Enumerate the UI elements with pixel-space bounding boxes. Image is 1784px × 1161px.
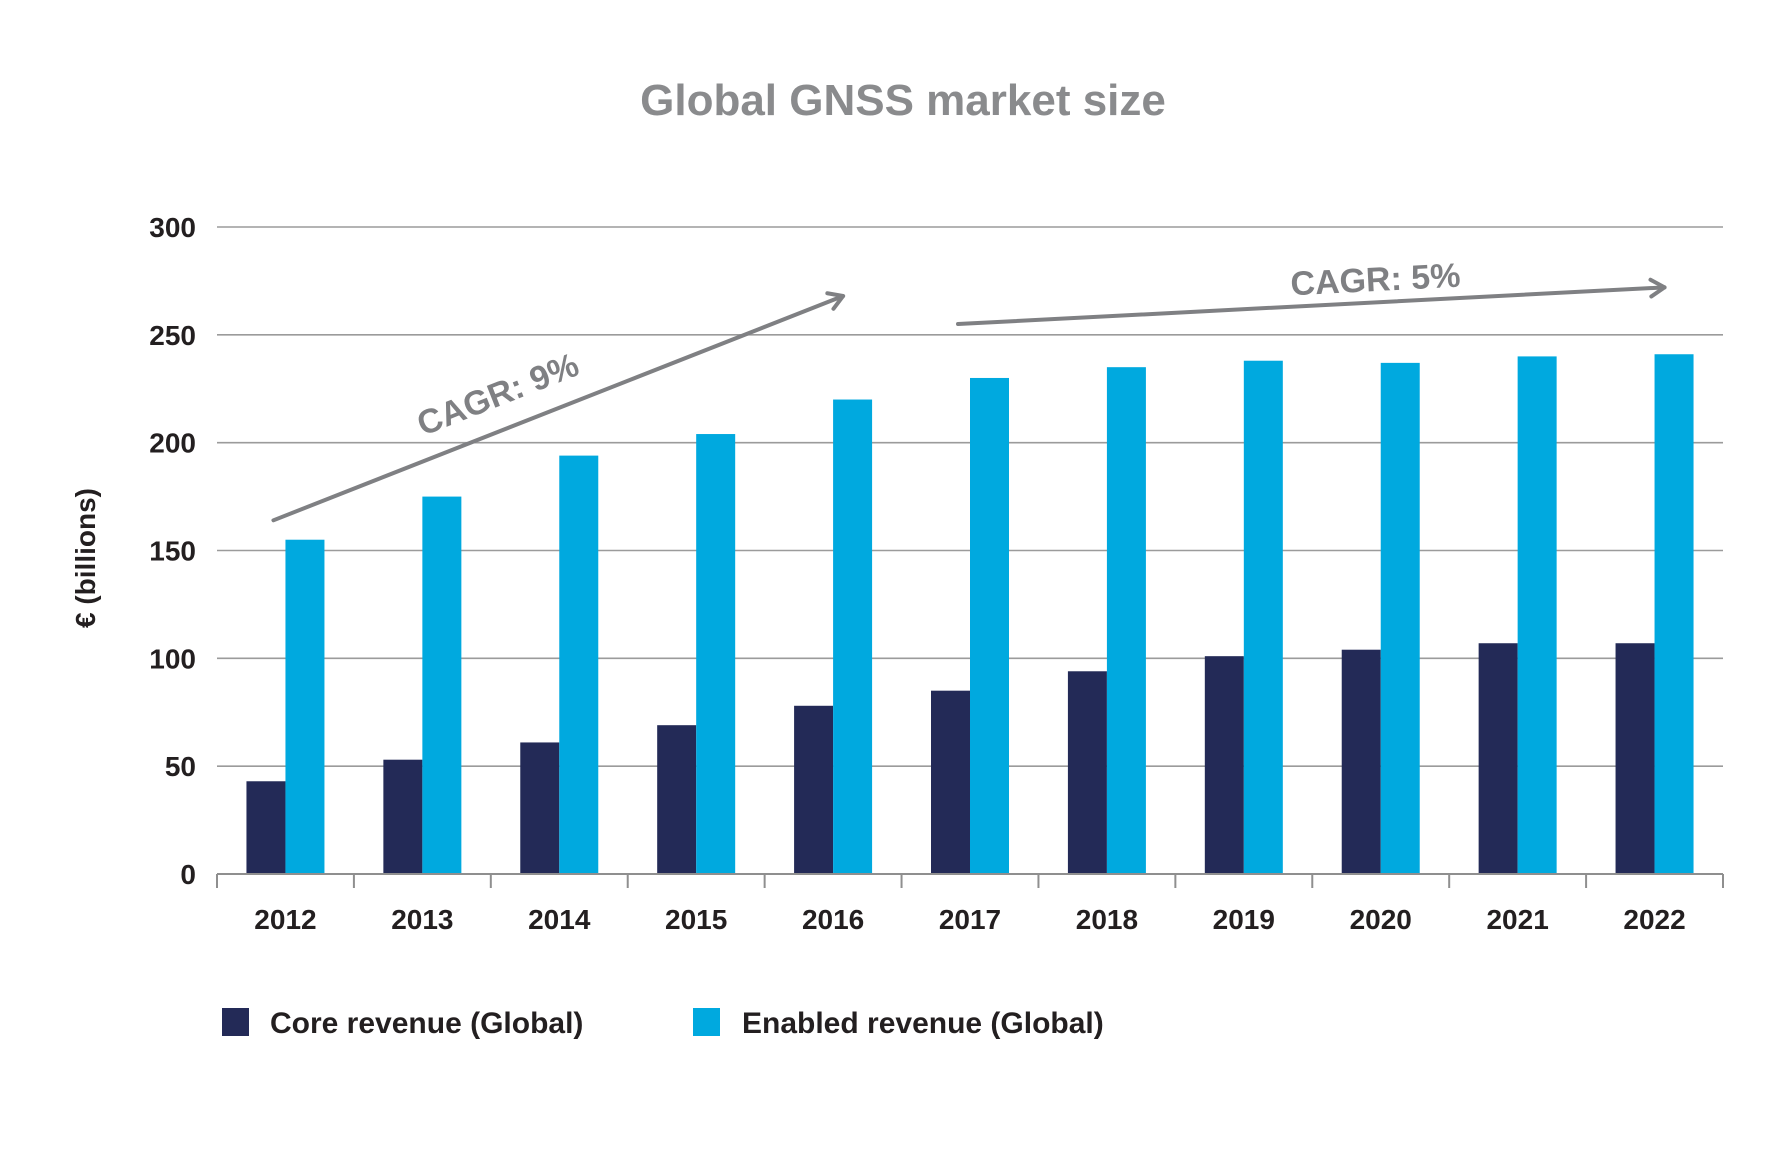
- bar-group: [520, 455, 599, 874]
- legend-label-enabled-revenue: Enabled revenue (Global): [742, 1007, 1104, 1040]
- bar-enabled-revenue: [1517, 356, 1557, 874]
- y-tick-label: 200: [149, 428, 196, 459]
- x-tick-label: 2021: [1486, 904, 1548, 935]
- x-tick-label: 2018: [1076, 904, 1138, 935]
- legend-swatch-enabled-revenue: [693, 1008, 720, 1036]
- bar-enabled-revenue: [696, 434, 736, 874]
- cagr-5-annotation: CAGR: 5%: [956, 257, 1667, 327]
- cagr-label: CAGR: 5%: [1290, 257, 1462, 304]
- cagr-arrow-line: [956, 285, 1667, 327]
- x-tick-label: 2015: [665, 904, 727, 935]
- y-tick-label: 0: [180, 859, 196, 890]
- bar-core-revenue: [246, 781, 286, 874]
- bar-enabled-revenue: [1654, 354, 1694, 874]
- bar-core-revenue: [1067, 671, 1107, 874]
- bar-group: [1341, 362, 1420, 874]
- y-tick-label: 50: [165, 751, 196, 782]
- legend-label-core-revenue: Core revenue (Global): [270, 1007, 583, 1040]
- bar-group: [1478, 356, 1557, 874]
- bar-group: [1615, 354, 1694, 874]
- bar-enabled-revenue: [559, 455, 599, 874]
- x-tick-label: 2013: [391, 904, 453, 935]
- bar-core-revenue: [383, 759, 423, 874]
- y-axis-ticks: 0 50 100 150 200 250 300: [149, 212, 196, 890]
- legend-swatch-core-revenue: [222, 1008, 249, 1036]
- bar-group: [1204, 360, 1283, 874]
- cagr-arrow-head: [1648, 277, 1667, 299]
- bar-group: [657, 434, 736, 874]
- bar-enabled-revenue: [833, 399, 873, 874]
- bar-enabled-revenue: [1380, 362, 1420, 874]
- y-tick-label: 250: [149, 320, 196, 351]
- chart-title: Global GNSS market size: [640, 76, 1166, 125]
- bar-enabled-revenue: [1243, 360, 1283, 874]
- x-tick-label: 2022: [1623, 904, 1685, 935]
- x-tick-label: 2020: [1350, 904, 1412, 935]
- x-tick-label: 2016: [802, 904, 864, 935]
- bar-group: [1067, 367, 1146, 874]
- bar-enabled-revenue: [970, 377, 1009, 874]
- bar-core-revenue: [794, 705, 834, 874]
- x-axis: [216, 873, 1724, 888]
- bar-core-revenue: [1341, 649, 1381, 874]
- bar-group: [794, 399, 873, 874]
- cagr-annotations: CAGR: 9% CAGR: 5%: [271, 257, 1667, 523]
- bar-core-revenue: [1204, 656, 1244, 874]
- bar-core-revenue: [657, 725, 697, 874]
- cagr-arrow-head: [825, 291, 846, 311]
- bar-group: [246, 539, 325, 874]
- bar-enabled-revenue: [1106, 367, 1146, 874]
- y-tick-label: 300: [149, 212, 196, 243]
- bar-core-revenue: [1615, 643, 1655, 874]
- bar-enabled-revenue: [285, 539, 325, 874]
- bar-groups: [246, 354, 1694, 874]
- bar-core-revenue: [1478, 643, 1518, 874]
- bar-core-revenue: [931, 690, 970, 874]
- x-tick-label: 2014: [528, 904, 591, 935]
- x-tick-label: 2017: [939, 904, 1001, 935]
- y-tick-label: 100: [149, 643, 196, 674]
- cagr-label: CAGR: 9%: [412, 346, 584, 444]
- x-axis-ticks: 2012 2013 2014 2015 2016 2017 2018 2019 2020 2021…: [254, 904, 1685, 935]
- bar-enabled-revenue: [422, 496, 462, 874]
- x-tick-label: 2019: [1213, 904, 1275, 935]
- y-axis-label: € (billions): [70, 488, 101, 628]
- y-tick-label: 150: [149, 536, 196, 567]
- bar-core-revenue: [520, 742, 560, 874]
- x-tick-label: 2012: [254, 904, 316, 935]
- cagr-9-annotation: CAGR: 9%: [271, 291, 846, 523]
- bar-group: [383, 496, 462, 874]
- cagr-arrow-line: [271, 294, 846, 523]
- bar-group: [931, 377, 1009, 874]
- chart-legend: Core revenue (Global) Enabled revenue (G…: [222, 1007, 1104, 1040]
